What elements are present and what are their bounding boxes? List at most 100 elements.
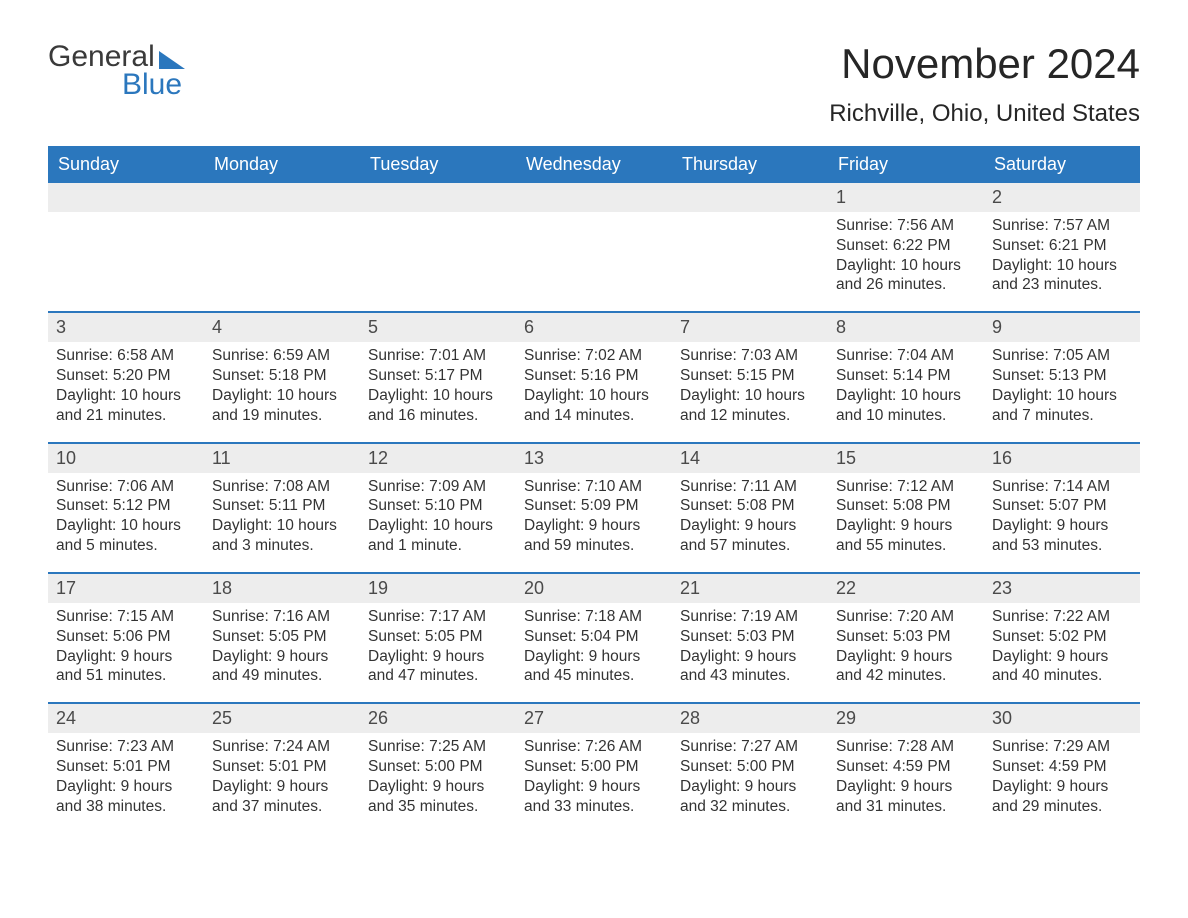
sunset-text: Sunset: 5:12 PM: [56, 496, 196, 516]
cell-body: Sunrise: 7:01 AMSunset: 5:17 PMDaylight:…: [360, 342, 516, 433]
day-number: 27: [516, 704, 672, 733]
daylight-text: Daylight: 10 hours and 26 minutes.: [836, 256, 976, 296]
sunset-text: Sunset: 5:00 PM: [368, 757, 508, 777]
calendar-cell: 6Sunrise: 7:02 AMSunset: 5:16 PMDaylight…: [516, 313, 672, 433]
daylight-text: Daylight: 10 hours and 10 minutes.: [836, 386, 976, 426]
day-number: 23: [984, 574, 1140, 603]
sunrise-text: Sunrise: 7:26 AM: [524, 737, 664, 757]
daylight-text: Daylight: 9 hours and 37 minutes.: [212, 777, 352, 817]
sunset-text: Sunset: 5:05 PM: [368, 627, 508, 647]
daylight-text: Daylight: 10 hours and 5 minutes.: [56, 516, 196, 556]
cell-body: Sunrise: 6:59 AMSunset: 5:18 PMDaylight:…: [204, 342, 360, 433]
day-number: [516, 183, 672, 212]
cell-body: Sunrise: 7:15 AMSunset: 5:06 PMDaylight:…: [48, 603, 204, 694]
daylight-text: Daylight: 9 hours and 33 minutes.: [524, 777, 664, 817]
calendar-cell: 14Sunrise: 7:11 AMSunset: 5:08 PMDayligh…: [672, 444, 828, 564]
cell-body: Sunrise: 7:27 AMSunset: 5:00 PMDaylight:…: [672, 733, 828, 824]
cell-body: Sunrise: 7:25 AMSunset: 5:00 PMDaylight:…: [360, 733, 516, 824]
cell-body: Sunrise: 6:58 AMSunset: 5:20 PMDaylight:…: [48, 342, 204, 433]
day-number: 3: [48, 313, 204, 342]
sunset-text: Sunset: 5:13 PM: [992, 366, 1132, 386]
day-number: 5: [360, 313, 516, 342]
calendar-cell: 29Sunrise: 7:28 AMSunset: 4:59 PMDayligh…: [828, 704, 984, 824]
sunrise-text: Sunrise: 7:29 AM: [992, 737, 1132, 757]
cell-body: Sunrise: 7:16 AMSunset: 5:05 PMDaylight:…: [204, 603, 360, 694]
week-row: 3Sunrise: 6:58 AMSunset: 5:20 PMDaylight…: [48, 311, 1140, 433]
calendar-cell: 18Sunrise: 7:16 AMSunset: 5:05 PMDayligh…: [204, 574, 360, 694]
calendar-cell: 10Sunrise: 7:06 AMSunset: 5:12 PMDayligh…: [48, 444, 204, 564]
sunset-text: Sunset: 5:06 PM: [56, 627, 196, 647]
daylight-text: Daylight: 10 hours and 7 minutes.: [992, 386, 1132, 426]
calendar-cell: 11Sunrise: 7:08 AMSunset: 5:11 PMDayligh…: [204, 444, 360, 564]
sunset-text: Sunset: 5:02 PM: [992, 627, 1132, 647]
calendar-cell: 21Sunrise: 7:19 AMSunset: 5:03 PMDayligh…: [672, 574, 828, 694]
cell-body: Sunrise: 7:17 AMSunset: 5:05 PMDaylight:…: [360, 603, 516, 694]
cell-body: Sunrise: 7:19 AMSunset: 5:03 PMDaylight:…: [672, 603, 828, 694]
day-number: 25: [204, 704, 360, 733]
week-row: 17Sunrise: 7:15 AMSunset: 5:06 PMDayligh…: [48, 572, 1140, 694]
cell-body: Sunrise: 7:20 AMSunset: 5:03 PMDaylight:…: [828, 603, 984, 694]
daylight-text: Daylight: 10 hours and 19 minutes.: [212, 386, 352, 426]
daylight-text: Daylight: 9 hours and 49 minutes.: [212, 647, 352, 687]
sunset-text: Sunset: 5:00 PM: [680, 757, 820, 777]
cell-body: Sunrise: 7:12 AMSunset: 5:08 PMDaylight:…: [828, 473, 984, 564]
cell-body: Sunrise: 7:24 AMSunset: 5:01 PMDaylight:…: [204, 733, 360, 824]
sunset-text: Sunset: 5:18 PM: [212, 366, 352, 386]
day-number: 1: [828, 183, 984, 212]
title-block: November 2024 Richville, Ohio, United St…: [829, 40, 1140, 128]
cell-body: Sunrise: 7:09 AMSunset: 5:10 PMDaylight:…: [360, 473, 516, 564]
day-number: 12: [360, 444, 516, 473]
daylight-text: Daylight: 10 hours and 12 minutes.: [680, 386, 820, 426]
sunset-text: Sunset: 5:03 PM: [836, 627, 976, 647]
sunset-text: Sunset: 5:08 PM: [680, 496, 820, 516]
day-number: 28: [672, 704, 828, 733]
week-row: 24Sunrise: 7:23 AMSunset: 5:01 PMDayligh…: [48, 702, 1140, 824]
sunrise-text: Sunrise: 7:06 AM: [56, 477, 196, 497]
day-number: 14: [672, 444, 828, 473]
sunset-text: Sunset: 4:59 PM: [992, 757, 1132, 777]
day-header-cell: Saturday: [984, 146, 1140, 183]
cell-body: Sunrise: 7:22 AMSunset: 5:02 PMDaylight:…: [984, 603, 1140, 694]
day-number: 9: [984, 313, 1140, 342]
logo-word2: Blue: [122, 68, 182, 102]
week-row: 10Sunrise: 7:06 AMSunset: 5:12 PMDayligh…: [48, 442, 1140, 564]
day-number: 26: [360, 704, 516, 733]
daylight-text: Daylight: 9 hours and 45 minutes.: [524, 647, 664, 687]
calendar-cell: 2Sunrise: 7:57 AMSunset: 6:21 PMDaylight…: [984, 183, 1140, 303]
day-header-cell: Monday: [204, 146, 360, 183]
calendar-cell: 1Sunrise: 7:56 AMSunset: 6:22 PMDaylight…: [828, 183, 984, 303]
calendar-cell: 15Sunrise: 7:12 AMSunset: 5:08 PMDayligh…: [828, 444, 984, 564]
location-subtitle: Richville, Ohio, United States: [829, 100, 1140, 128]
cell-body: Sunrise: 7:02 AMSunset: 5:16 PMDaylight:…: [516, 342, 672, 433]
daylight-text: Daylight: 9 hours and 53 minutes.: [992, 516, 1132, 556]
daylight-text: Daylight: 10 hours and 1 minute.: [368, 516, 508, 556]
day-number: 6: [516, 313, 672, 342]
calendar-cell-empty: [204, 183, 360, 303]
cell-body: Sunrise: 7:18 AMSunset: 5:04 PMDaylight:…: [516, 603, 672, 694]
calendar-cell: 28Sunrise: 7:27 AMSunset: 5:00 PMDayligh…: [672, 704, 828, 824]
day-number: 2: [984, 183, 1140, 212]
sunset-text: Sunset: 5:05 PM: [212, 627, 352, 647]
cell-body: Sunrise: 7:08 AMSunset: 5:11 PMDaylight:…: [204, 473, 360, 564]
day-header-cell: Wednesday: [516, 146, 672, 183]
day-number: 24: [48, 704, 204, 733]
calendar-cell: 24Sunrise: 7:23 AMSunset: 5:01 PMDayligh…: [48, 704, 204, 824]
calendar-cell-empty: [360, 183, 516, 303]
cell-body: Sunrise: 7:29 AMSunset: 4:59 PMDaylight:…: [984, 733, 1140, 824]
week-row: 1Sunrise: 7:56 AMSunset: 6:22 PMDaylight…: [48, 183, 1140, 303]
sunrise-text: Sunrise: 7:10 AM: [524, 477, 664, 497]
calendar-cell: 30Sunrise: 7:29 AMSunset: 4:59 PMDayligh…: [984, 704, 1140, 824]
sunrise-text: Sunrise: 7:18 AM: [524, 607, 664, 627]
sunrise-text: Sunrise: 7:56 AM: [836, 216, 976, 236]
sunset-text: Sunset: 6:21 PM: [992, 236, 1132, 256]
day-header-cell: Friday: [828, 146, 984, 183]
sunrise-text: Sunrise: 7:28 AM: [836, 737, 976, 757]
day-number: [360, 183, 516, 212]
sunset-text: Sunset: 5:09 PM: [524, 496, 664, 516]
calendar-cell: 27Sunrise: 7:26 AMSunset: 5:00 PMDayligh…: [516, 704, 672, 824]
day-number: 11: [204, 444, 360, 473]
daylight-text: Daylight: 10 hours and 3 minutes.: [212, 516, 352, 556]
sunset-text: Sunset: 5:01 PM: [212, 757, 352, 777]
day-header-cell: Tuesday: [360, 146, 516, 183]
sunset-text: Sunset: 5:11 PM: [212, 496, 352, 516]
